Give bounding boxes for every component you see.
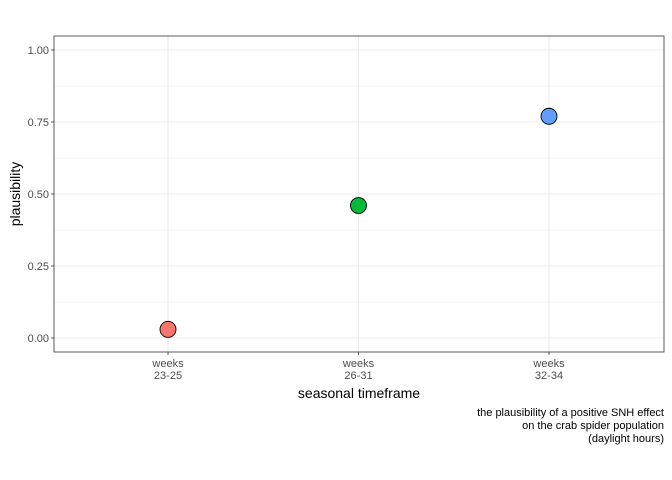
caption-line-1: the plausibility of a positive SNH effec… (477, 407, 664, 419)
data-points (159, 107, 558, 338)
x-tick-label: weeks (532, 358, 565, 370)
x-tick-label: 26-31 (344, 370, 372, 382)
y-tick-label: 1.00 (28, 45, 49, 57)
caption-line-2: on the crab spider population (522, 420, 664, 432)
data-point (540, 107, 558, 125)
y-tick-label: 0.25 (28, 261, 49, 273)
x-axis-title: seasonal timeframe (298, 385, 420, 401)
y-tick-label: 0.00 (28, 333, 49, 345)
y-axis-title: plausibility (7, 162, 23, 227)
grid-lines (54, 36, 664, 352)
data-point (159, 320, 177, 338)
x-tick-label: weeks (151, 358, 184, 370)
caption-line-3: (daylight hours) (588, 433, 664, 445)
x-tick-label: 32-34 (535, 370, 563, 382)
data-point (350, 197, 367, 214)
x-tick-label: weeks (342, 358, 375, 370)
x-tick-label: 23-25 (154, 370, 182, 382)
y-tick-label: 0.50 (28, 189, 49, 201)
y-axis: 0.00 0.25 0.50 0.75 1.00 (28, 45, 54, 345)
y-tick-label: 0.75 (28, 117, 49, 129)
